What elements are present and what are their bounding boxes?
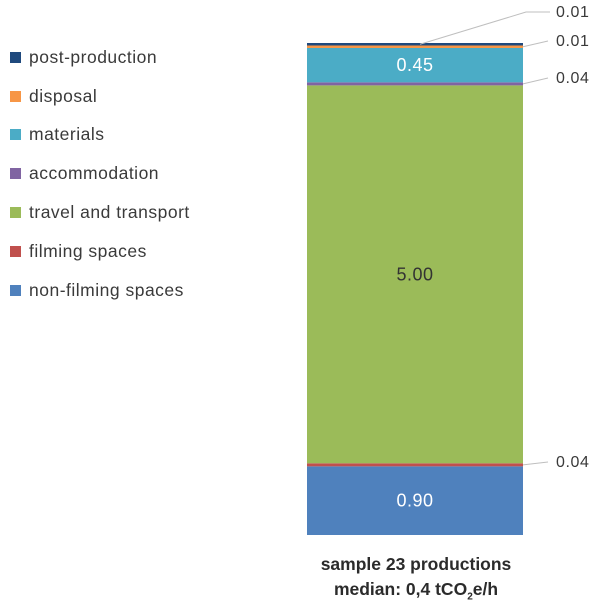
legend-label-accommodation: accommodation [29,163,160,184]
legend-swatch-filming-spaces [10,245,21,257]
bar-segment-accommodation [307,82,523,86]
data-label-non-filming-spaces: 0.90 [396,491,433,511]
legend-swatch-materials [10,129,21,141]
legend-item-non-filming-spaces: non-filming spaces [10,271,190,310]
bar-segment-filming-spaces [307,463,523,467]
callout-leader-accommodation [522,77,549,85]
legend-label-non-filming-spaces: non-filming spaces [29,279,184,300]
legend-swatch-post-production [10,51,21,63]
bar-segment-disposal [307,45,523,48]
legend-item-disposal: disposal [10,77,190,116]
caption-median-line: median: 0,4 tCO2e/h [266,577,566,610]
chart-legend: post-production disposal materials accommod… [10,38,190,310]
legend-item-materials: materials [10,116,190,155]
bar-segment-post-production [307,43,523,46]
bar-segment-materials [307,48,523,83]
legend-item-filming-spaces: filming spaces [10,232,190,271]
legend-label-disposal: disposal [29,85,98,106]
legend-item-accommodation: accommodation [10,154,190,193]
caption-median-subscript: 2 [467,591,473,603]
legend-item-post-production: post-production [10,38,190,77]
legend-label-materials: materials [29,124,105,145]
bar-segment-non-filming-spaces [307,466,523,535]
legend-swatch-non-filming-spaces [10,284,21,296]
data-label-post-production: 0.01 [556,4,590,21]
legend-item-travel-and-transport: travel and transport [10,193,190,232]
chart-caption: sample 23 productions median: 0,4 tCO2e/… [266,552,566,610]
caption-sample-line: sample 23 productions [320,554,512,574]
legend-label-filming-spaces: filming spaces [29,240,147,261]
data-label-accommodation: 0.04 [556,70,590,87]
legend-label-travel-and-transport: travel and transport [29,202,190,223]
legend-swatch-accommodation [10,168,21,180]
callout-leader-post-production [419,11,550,45]
callout-leader-disposal [522,40,549,48]
legend-swatch-travel-and-transport [10,207,21,219]
caption-median-prefix: median: 0,4 tCO [333,579,468,599]
data-label-travel-and-transport: 5.00 [396,264,433,284]
callout-leader-filming-spaces [522,461,549,466]
data-label-disposal: 0.01 [556,33,590,50]
data-label-materials: 0.45 [396,55,433,75]
legend-label-post-production: post-production [29,46,158,67]
legend-swatch-disposal [10,90,21,102]
bar-segment-travel-and-transport [307,85,523,464]
data-label-filming-spaces: 0.04 [556,454,590,471]
caption-median-suffix: e/h [472,579,499,599]
